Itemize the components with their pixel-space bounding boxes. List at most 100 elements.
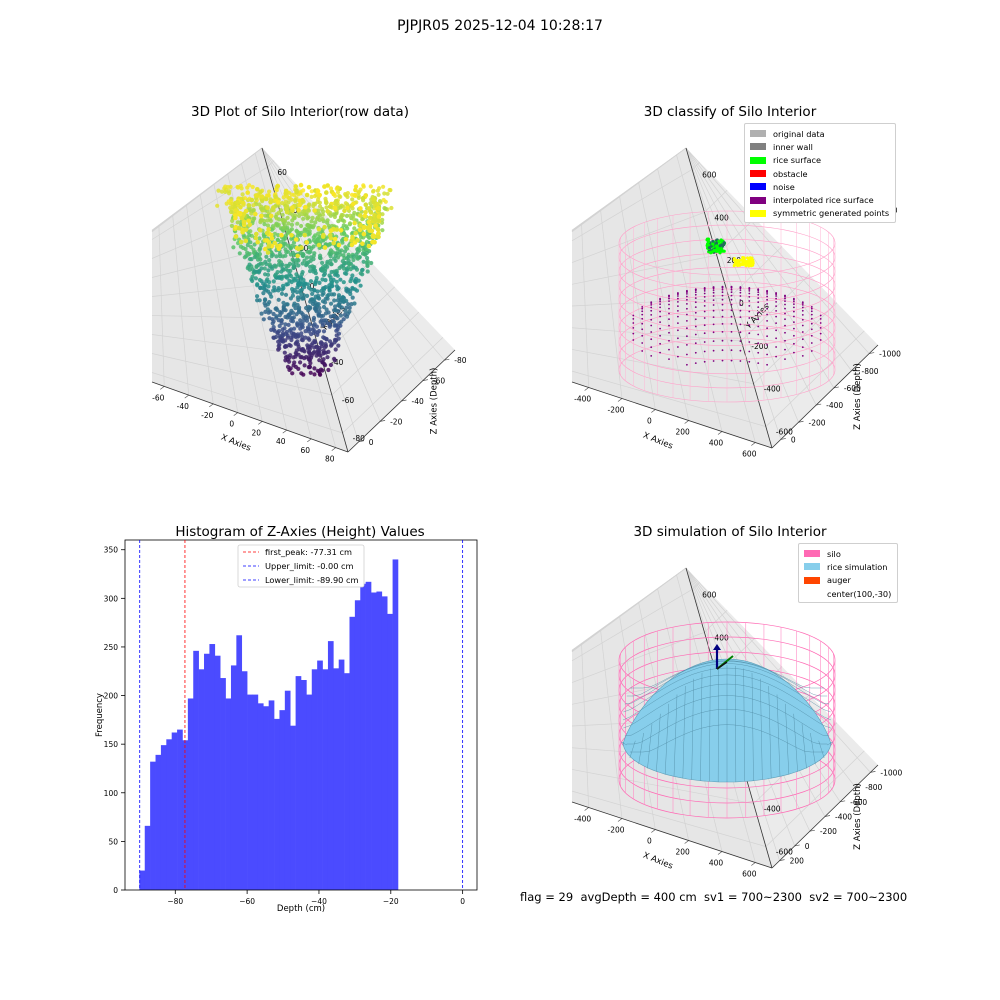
surface-point — [793, 321, 795, 323]
surface-point — [766, 344, 768, 346]
z-tick — [779, 859, 785, 861]
legend-item: center(100,-30) — [804, 587, 891, 600]
data-point — [369, 260, 374, 266]
surface-point — [739, 331, 742, 334]
grid-line — [261, 147, 360, 442]
data-point — [283, 267, 288, 272]
data-point — [327, 288, 332, 293]
x-tick — [617, 818, 623, 822]
data-point — [293, 199, 298, 204]
surface-point — [677, 305, 679, 307]
histogram-bar — [225, 698, 232, 890]
surface-mesh-line — [743, 668, 745, 782]
surface-point — [819, 314, 822, 317]
surface-point — [801, 324, 804, 327]
data-point — [315, 237, 320, 242]
surface-point — [775, 346, 777, 348]
x-tick — [651, 829, 656, 833]
data-point — [365, 269, 370, 274]
legend-label: auger — [827, 575, 851, 586]
axis-line — [151, 381, 349, 453]
surface-point — [784, 307, 786, 310]
data-point — [357, 227, 363, 233]
data-point — [328, 248, 333, 253]
data-point — [340, 240, 345, 245]
data-point — [338, 228, 344, 233]
x-tick-label: −40 — [311, 897, 327, 906]
back-pane-right — [686, 148, 878, 448]
data-point — [285, 215, 290, 220]
surface-point — [668, 358, 670, 360]
data-point — [268, 199, 273, 205]
data-point — [291, 262, 296, 267]
surface-point — [694, 301, 697, 304]
rice-surface-point — [718, 244, 722, 248]
x-tick — [684, 840, 689, 844]
status-footer: flag = 29 avgDepth = 400 cm sv1 = 700~23… — [520, 890, 908, 904]
legend-item: original data — [750, 127, 889, 140]
surface-point — [659, 327, 661, 330]
data-point — [226, 199, 231, 204]
data-point — [300, 347, 305, 352]
data-point — [330, 280, 335, 285]
data-point — [360, 195, 366, 201]
data-point — [317, 346, 322, 351]
data-point — [350, 273, 355, 278]
data-point — [353, 287, 358, 292]
data-point — [273, 334, 279, 340]
data-point — [347, 305, 352, 310]
data-point — [238, 205, 243, 210]
surface-point — [748, 296, 751, 298]
grid-line — [571, 631, 705, 683]
data-point — [226, 191, 232, 196]
surface-point — [677, 329, 679, 332]
histogram-bar — [220, 678, 226, 890]
data-point — [317, 213, 322, 218]
surface-point — [650, 314, 653, 316]
data-point — [295, 290, 300, 295]
arrow-head-icon — [713, 644, 721, 650]
data-point — [349, 192, 355, 197]
data-point — [361, 231, 367, 237]
surface-point — [748, 332, 751, 335]
rice-surface-point — [714, 241, 719, 245]
data-point — [348, 279, 353, 284]
legend-item: rice surface — [750, 154, 889, 167]
data-point — [314, 353, 319, 358]
data-point — [276, 246, 282, 252]
data-point — [235, 199, 240, 205]
surface-point — [793, 303, 795, 305]
surface-point — [721, 287, 724, 289]
data-point — [250, 274, 255, 279]
z-tick-label: -1000 — [879, 350, 901, 359]
surface-point — [748, 300, 751, 302]
data-point — [257, 277, 262, 283]
surface-point — [659, 303, 661, 305]
data-point — [280, 287, 285, 292]
data-point — [283, 191, 289, 196]
data-point — [332, 205, 338, 211]
surface-mesh-line — [673, 694, 678, 777]
data-point — [307, 337, 312, 342]
surface-point — [730, 315, 733, 318]
data-point — [233, 234, 239, 239]
data-point — [314, 217, 320, 222]
surface-point — [801, 314, 804, 316]
data-point — [289, 335, 294, 340]
x-tick-label: 600 — [742, 870, 757, 879]
surface-point — [650, 304, 653, 306]
data-point — [363, 202, 369, 207]
surface-point — [703, 290, 706, 292]
surface-point — [703, 350, 706, 353]
grid-line — [151, 353, 332, 396]
data-point — [343, 236, 349, 242]
data-point — [327, 242, 332, 247]
data-point — [272, 240, 278, 246]
surface-point — [721, 298, 724, 301]
data-point — [302, 356, 307, 361]
x-tick-label: -60 — [152, 393, 164, 402]
surface-point — [739, 349, 742, 352]
surface-point — [659, 298, 661, 301]
histogram-bar — [333, 668, 340, 890]
surface-point — [694, 311, 697, 314]
